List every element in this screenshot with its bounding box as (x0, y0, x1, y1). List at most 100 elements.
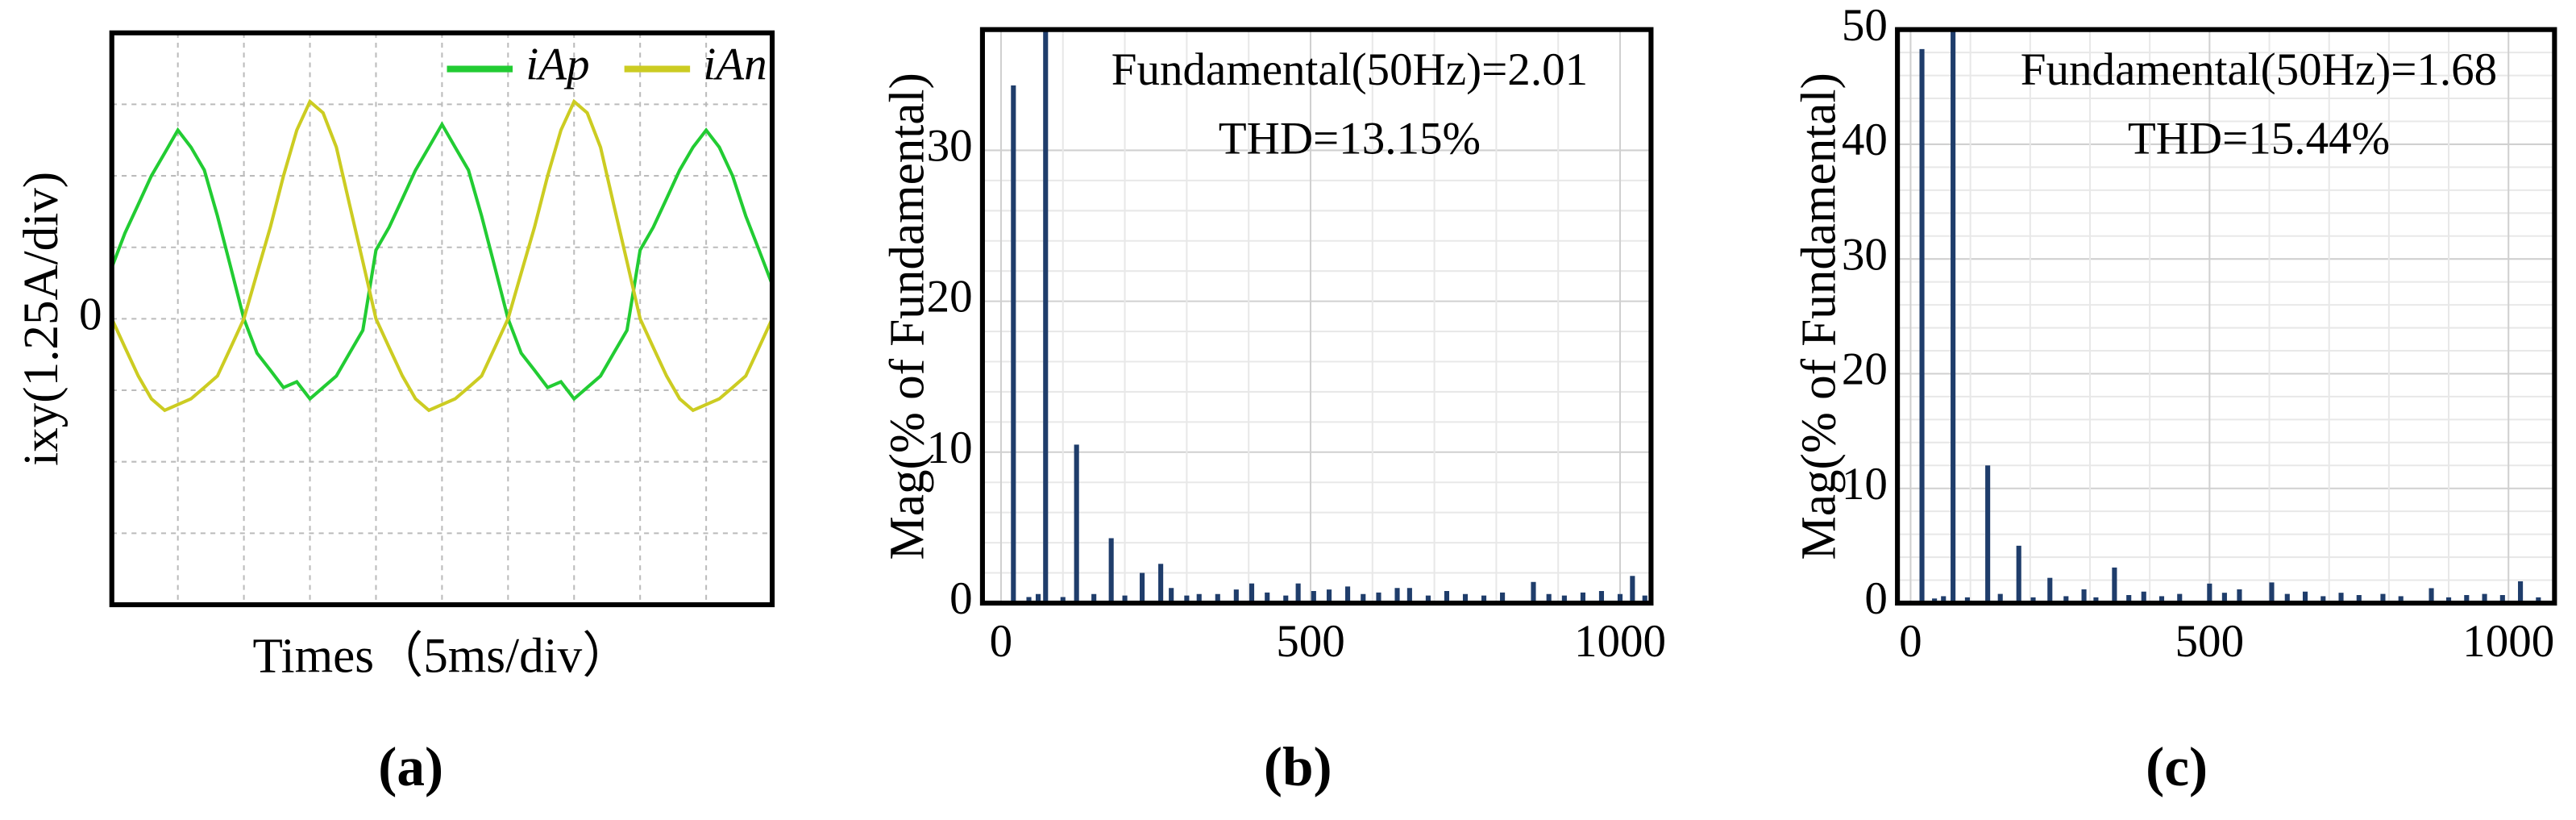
bar (1425, 595, 1431, 603)
bar (1546, 593, 1552, 603)
bar (1444, 590, 1450, 603)
bar (1091, 593, 1097, 603)
bar (1158, 564, 1164, 603)
bar (1376, 592, 1381, 603)
bar (2380, 593, 2386, 603)
annotation: THD=15.44% (2128, 113, 2390, 164)
bar (2047, 577, 2053, 603)
bar (2112, 567, 2117, 603)
bar (2237, 589, 2242, 603)
y-tick-label: 10 (1842, 459, 1888, 510)
bar (2063, 596, 2069, 603)
bar (1249, 583, 1255, 603)
bar (1265, 592, 1270, 603)
bar (1184, 595, 1190, 603)
bar (1964, 597, 1970, 603)
bar (1215, 593, 1220, 603)
bar (2499, 595, 2505, 603)
plot-frame (109, 30, 775, 608)
y-tick-label: 20 (927, 272, 973, 323)
bar (1011, 85, 1016, 603)
bar (1060, 597, 1066, 603)
x-tick-label: 0 (1899, 616, 1922, 667)
x-tick-label: 1000 (2462, 616, 2554, 667)
bar (2398, 596, 2404, 603)
bar (1531, 581, 1536, 603)
bar (1462, 593, 1469, 603)
bar (1406, 588, 1412, 603)
panel-label: (a) (378, 735, 443, 797)
bar (2356, 595, 2362, 603)
panel-label: (c) (2146, 735, 2208, 797)
y-tick-label: 30 (927, 121, 973, 172)
bar (1043, 29, 1049, 603)
bar (2207, 583, 2212, 603)
bar (2518, 581, 2524, 603)
bar (2158, 596, 2165, 603)
bar (2093, 597, 2099, 603)
y-axis-label: Mag(% of Fundamental) (1792, 73, 1846, 560)
y-axis-label: ixy(1.25A/div) (15, 172, 69, 466)
bar (1345, 586, 1351, 603)
bar (2177, 593, 2183, 603)
y-axis-label: Mag(% of Fundamental) (880, 73, 934, 560)
x-tick-label: 500 (2175, 616, 2245, 667)
annotation: THD=13.15% (1219, 113, 1481, 164)
bar (2429, 588, 2434, 603)
series-line (111, 98, 773, 413)
bar (1985, 465, 1991, 603)
bar (2320, 596, 2326, 603)
panel-label: (b) (1264, 735, 1332, 797)
bar (2338, 593, 2344, 603)
bar (1919, 48, 1925, 603)
legend-label: iAn (703, 40, 767, 90)
bar (1642, 595, 1647, 603)
plot-frame (979, 27, 1654, 606)
bar (1108, 538, 1114, 603)
bar (1326, 589, 1332, 603)
y-tick-label: 40 (1842, 114, 1888, 165)
bar (2482, 593, 2487, 603)
bar (2221, 593, 2227, 603)
y-tick-label: 20 (1842, 344, 1888, 395)
y-tick-label: 50 (1842, 0, 1888, 51)
x-tick-label: 0 (990, 616, 1013, 667)
bar (2081, 589, 2087, 603)
bar (1580, 592, 1585, 603)
bar (2302, 591, 2308, 603)
bar (2141, 591, 2146, 603)
bar (2016, 545, 2021, 603)
y-tick-label: 10 (927, 422, 973, 473)
bar (1617, 593, 1623, 603)
bar (1311, 590, 1316, 603)
x-tick-label: 500 (1276, 616, 1345, 667)
bar (1598, 590, 1605, 603)
bar (1630, 576, 1635, 603)
bar (1074, 444, 1079, 603)
bar (2030, 597, 2036, 603)
bar (1140, 572, 1145, 603)
bar (1035, 593, 1041, 603)
bar (1951, 29, 1956, 603)
bar (1561, 595, 1567, 603)
annotation: Fundamental(50Hz)=2.01 (1111, 44, 1588, 95)
bar (2464, 595, 2470, 603)
bar (1295, 583, 1301, 603)
bar (1026, 597, 1032, 603)
bar (1361, 593, 1366, 603)
y-tick-label: 0 (949, 573, 973, 624)
bar (1196, 593, 1202, 603)
annotation: Fundamental(50Hz)=1.68 (2021, 44, 2497, 95)
y-tick-label: 0 (79, 289, 102, 339)
bar (2126, 595, 2132, 603)
bar (1481, 595, 1487, 603)
series-line (111, 121, 773, 402)
bar (1122, 595, 1128, 603)
bar (1941, 596, 1947, 603)
bar (2269, 582, 2275, 603)
bar (2536, 597, 2541, 603)
legend-label: iAp (526, 40, 589, 90)
bar (1169, 588, 1174, 603)
